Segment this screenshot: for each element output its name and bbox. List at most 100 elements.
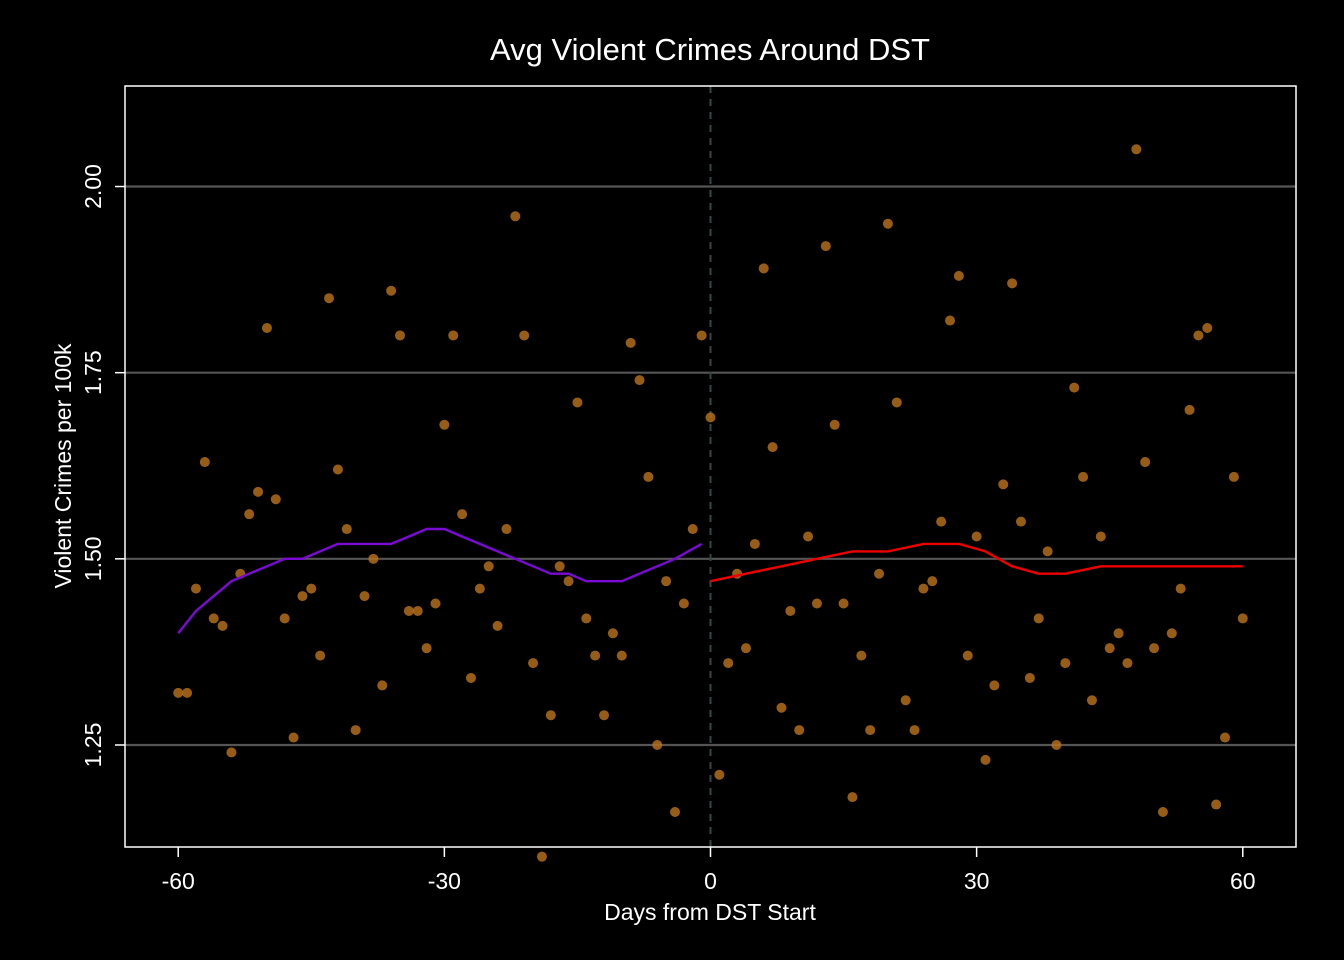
data-point <box>270 494 281 505</box>
data-point <box>332 464 343 475</box>
data-point <box>519 330 530 341</box>
data-point <box>856 650 867 661</box>
data-point <box>980 754 991 765</box>
data-point <box>226 747 237 758</box>
data-point <box>324 293 335 304</box>
data-point <box>492 620 503 631</box>
data-point <box>1157 807 1168 818</box>
data-point <box>643 471 654 482</box>
data-point <box>607 628 618 639</box>
data-point <box>616 650 627 661</box>
y-tick-label: 1.25 <box>80 723 106 768</box>
data-point <box>971 531 982 542</box>
data-point <box>661 576 672 587</box>
x-axis-ticks: -60 -30 0 30 60 <box>162 847 1256 894</box>
data-point <box>882 218 893 229</box>
data-point <box>253 486 264 497</box>
data-point <box>1237 613 1248 624</box>
data-point <box>439 419 450 430</box>
data-point <box>962 650 973 661</box>
data-point <box>900 695 911 706</box>
data-point <box>776 702 787 713</box>
data-point <box>386 285 397 296</box>
data-point <box>803 531 814 542</box>
data-point <box>874 568 885 579</box>
data-point <box>244 509 255 520</box>
data-point <box>678 598 689 609</box>
data-point <box>190 583 201 594</box>
data-point <box>430 598 441 609</box>
chart-title: Avg Violent Crimes Around DST <box>490 32 930 67</box>
data-point <box>740 643 751 654</box>
data-point <box>945 315 956 326</box>
x-tick-label: -60 <box>162 868 195 894</box>
data-point <box>1042 546 1053 557</box>
y-tick-label: 1.50 <box>80 536 106 581</box>
data-point <box>581 613 592 624</box>
data-point <box>785 605 796 616</box>
data-point <box>758 263 769 274</box>
data-point <box>1228 471 1239 482</box>
data-point <box>377 680 388 691</box>
data-point <box>421 643 432 654</box>
data-point <box>767 442 778 453</box>
data-point <box>811 598 822 609</box>
data-point <box>1069 382 1080 393</box>
data-point <box>1149 643 1160 654</box>
data-point <box>1060 658 1071 669</box>
data-point <box>1086 695 1097 706</box>
data-point <box>297 591 308 602</box>
data-point <box>182 687 193 698</box>
data-point <box>1113 628 1124 639</box>
data-point <box>1095 531 1106 542</box>
x-tick-label: 30 <box>964 868 990 894</box>
data-point <box>1184 404 1195 415</box>
data-point <box>199 457 210 468</box>
data-point <box>1024 672 1035 683</box>
data-point <box>625 337 636 348</box>
x-tick-label: -30 <box>428 868 461 894</box>
data-point <box>670 807 681 818</box>
data-point <box>528 658 539 669</box>
data-point <box>279 613 290 624</box>
data-point <box>1175 583 1186 594</box>
data-point <box>847 792 858 803</box>
data-point <box>1051 739 1062 750</box>
data-point <box>208 613 219 624</box>
data-point <box>545 710 556 721</box>
y-axis-ticks: 1.25 1.50 1.75 2.00 <box>80 164 125 767</box>
data-point <box>554 561 565 572</box>
x-tick-label: 60 <box>1230 868 1256 894</box>
data-point <box>368 553 379 564</box>
data-point <box>315 650 326 661</box>
data-point <box>865 725 876 736</box>
data-point <box>936 516 947 527</box>
data-point <box>1033 613 1044 624</box>
data-point <box>483 561 494 572</box>
data-point <box>448 330 459 341</box>
data-point <box>714 769 725 780</box>
data-point <box>217 620 228 631</box>
data-point <box>705 412 716 423</box>
post-dst-smooth-line <box>710 542 1243 583</box>
data-point <box>395 330 406 341</box>
data-point <box>1220 732 1231 743</box>
data-point <box>465 672 476 683</box>
data-point <box>687 524 698 535</box>
data-point <box>173 687 184 698</box>
data-point <box>1078 471 1089 482</box>
x-axis-label: Days from DST Start <box>604 899 816 925</box>
data-point <box>998 479 1009 490</box>
data-point <box>359 591 370 602</box>
data-point <box>909 725 920 736</box>
data-point <box>403 605 414 616</box>
data-point <box>1166 628 1177 639</box>
y-tick-label: 2.00 <box>80 164 106 209</box>
data-point <box>1131 144 1142 155</box>
data-point <box>829 419 840 430</box>
data-point <box>652 739 663 750</box>
scatter-points <box>173 144 1248 862</box>
data-point <box>1193 330 1204 341</box>
data-point <box>918 583 929 594</box>
